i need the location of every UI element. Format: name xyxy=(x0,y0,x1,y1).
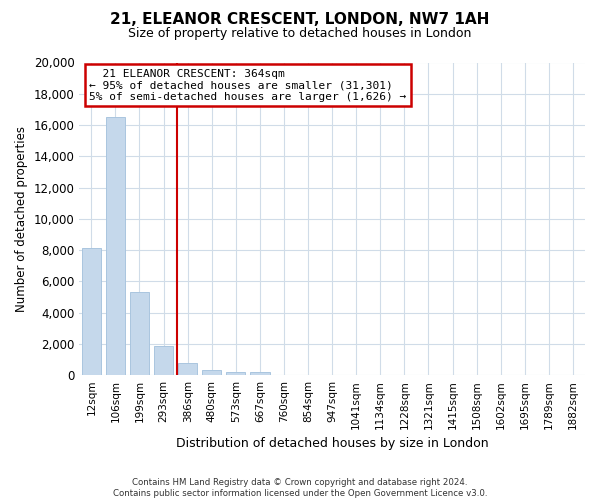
Bar xyxy=(154,346,173,375)
Text: Contains HM Land Registry data © Crown copyright and database right 2024.
Contai: Contains HM Land Registry data © Crown c… xyxy=(113,478,487,498)
X-axis label: Distribution of detached houses by size in London: Distribution of detached houses by size … xyxy=(176,437,488,450)
Bar xyxy=(250,372,269,375)
Bar xyxy=(178,362,197,375)
Bar xyxy=(202,370,221,375)
Bar xyxy=(226,372,245,375)
Text: Size of property relative to detached houses in London: Size of property relative to detached ho… xyxy=(128,28,472,40)
Bar xyxy=(106,117,125,375)
Bar xyxy=(82,248,101,375)
Bar xyxy=(130,292,149,375)
Y-axis label: Number of detached properties: Number of detached properties xyxy=(15,126,28,312)
Text: 21, ELEANOR CRESCENT, LONDON, NW7 1AH: 21, ELEANOR CRESCENT, LONDON, NW7 1AH xyxy=(110,12,490,28)
Text: 21 ELEANOR CRESCENT: 364sqm  
← 95% of detached houses are smaller (31,301)
5% o: 21 ELEANOR CRESCENT: 364sqm ← 95% of det… xyxy=(89,69,407,102)
